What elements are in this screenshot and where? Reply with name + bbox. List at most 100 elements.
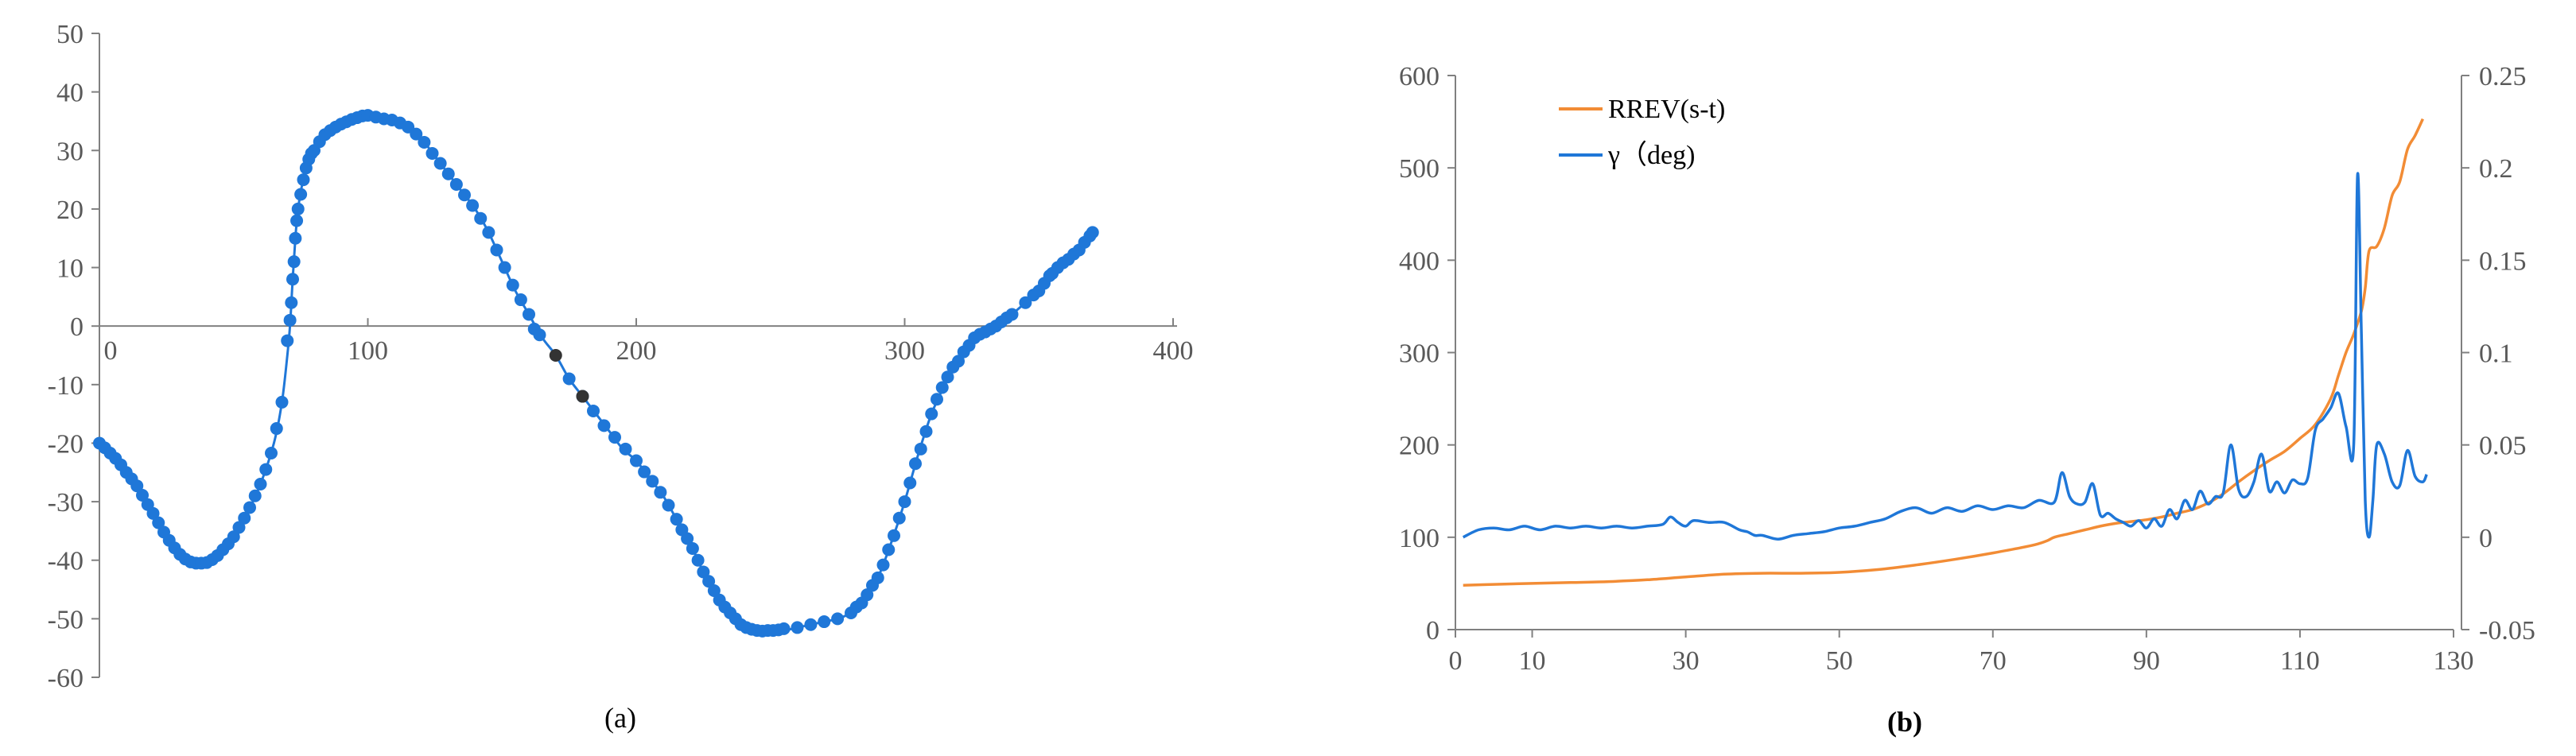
data-point — [1005, 308, 1019, 321]
y-tick-label-left-b: 0 — [1426, 616, 1440, 646]
data-point — [294, 188, 308, 201]
data-point — [662, 498, 675, 512]
data-point — [804, 618, 818, 631]
data-point — [941, 370, 954, 384]
data-point — [630, 454, 643, 467]
chart-a: -60 -50 -40 -30 -20 -10 0 10 20 30 40 50 0 100 200 300 4… — [48, 20, 1194, 734]
data-point — [686, 542, 699, 555]
data-point — [283, 313, 297, 327]
y-tick-label-a: 20 — [56, 196, 84, 225]
data-point — [818, 615, 831, 629]
data-point — [831, 612, 845, 626]
data-point — [291, 202, 305, 215]
data-point — [892, 511, 906, 525]
data-point — [646, 475, 659, 488]
data-point — [861, 588, 874, 602]
y-tick-label-a: -10 — [48, 371, 84, 401]
data-point — [597, 419, 611, 432]
data-point — [482, 226, 495, 239]
data-point — [562, 372, 576, 386]
data-point — [506, 278, 519, 292]
data-point — [882, 543, 896, 556]
x-tick-label-b: 0 — [1449, 646, 1463, 676]
highlight-point — [549, 349, 562, 362]
y-tick-label-a: 50 — [56, 20, 84, 49]
data-point — [281, 334, 294, 347]
caption-b: (b) — [1887, 706, 1922, 738]
data-point — [533, 328, 546, 342]
data-point — [425, 146, 439, 160]
data-point — [654, 486, 667, 499]
chart-b: 0100200300400500600-0.0500.050.10.150.20… — [1399, 62, 2535, 738]
data-point — [952, 355, 965, 368]
data-point — [490, 243, 503, 257]
data-point — [418, 135, 431, 149]
data-point — [474, 211, 488, 225]
data-point — [670, 513, 683, 526]
data-point — [441, 167, 455, 180]
data-point — [931, 393, 943, 406]
x-tick-label-b: 50 — [1826, 646, 1853, 676]
data-point — [914, 442, 927, 456]
y-tick-label-a: 0 — [70, 312, 84, 342]
legend-label-0: RREV(s-t) — [1608, 95, 1725, 124]
y-tick-label-a: -60 — [48, 664, 84, 693]
data-point — [248, 489, 262, 502]
data-point — [243, 501, 256, 514]
x-tick-label-b: 70 — [1980, 646, 2007, 676]
y-tick-label-left-b: 200 — [1399, 432, 1440, 461]
data-point — [903, 476, 917, 490]
data-point — [259, 463, 273, 476]
data-point — [130, 479, 144, 493]
data-point — [254, 478, 267, 490]
series-line-gamma — [1462, 172, 2428, 541]
data-point — [888, 529, 900, 542]
data-point — [136, 488, 149, 502]
data-point — [691, 553, 705, 567]
data-point — [777, 622, 791, 635]
data-point — [619, 442, 632, 456]
data-point — [935, 381, 949, 394]
y-tick-label-left-b: 100 — [1399, 524, 1440, 553]
y-tick-label-left-b: 500 — [1399, 154, 1440, 184]
data-point — [697, 565, 710, 579]
y-tick-label-a: -20 — [48, 429, 84, 459]
y-tick-label-right-b: 0.25 — [2479, 62, 2527, 91]
x-tick-label-a: 100 — [348, 336, 388, 366]
y-tick-label-right-b: 0.15 — [2479, 246, 2527, 276]
data-point — [275, 395, 289, 409]
data-point — [925, 407, 938, 421]
data-point — [297, 173, 310, 187]
data-point — [433, 157, 447, 170]
data-point — [449, 177, 463, 191]
x-tick-label-a: 300 — [884, 336, 925, 366]
y-tick-label-left-b: 600 — [1399, 62, 1440, 91]
x-tick-label-b: 30 — [1673, 646, 1700, 676]
data-point — [791, 621, 804, 634]
data-point — [265, 446, 278, 459]
data-point — [898, 495, 911, 509]
x-tick-label-b: 130 — [2434, 646, 2474, 676]
data-point — [608, 431, 621, 444]
data-point — [1019, 296, 1032, 309]
data-point — [289, 231, 302, 245]
data-point — [1086, 226, 1099, 239]
data-point — [466, 199, 480, 212]
data-point — [587, 404, 600, 417]
data-point — [523, 308, 535, 321]
y-tick-label-a: -40 — [48, 547, 84, 576]
x-tick-label-a: 0 — [104, 336, 118, 366]
y-tick-label-right-b: 0.1 — [2479, 339, 2513, 369]
data-point — [909, 457, 922, 471]
data-point — [871, 571, 884, 584]
x-tick-label-b: 90 — [2133, 646, 2160, 676]
y-tick-label-a: -30 — [48, 488, 84, 518]
data-point — [919, 425, 933, 438]
y-tick-label-a: -50 — [48, 605, 84, 634]
y-tick-label-right-b: 0.2 — [2479, 154, 2513, 184]
legend-label-1: γ（deg) — [1607, 140, 1695, 170]
data-point — [514, 293, 527, 307]
y-tick-label-right-b: 0.05 — [2479, 432, 2527, 461]
y-tick-label-right-b: -0.05 — [2479, 616, 2535, 646]
